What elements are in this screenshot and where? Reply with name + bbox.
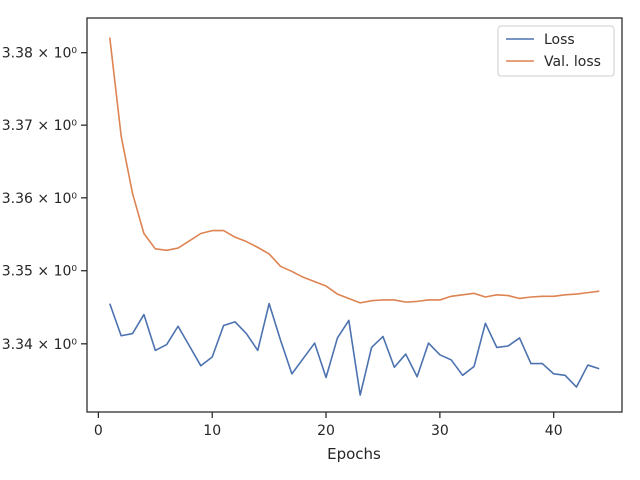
y-tick-label: 3.35 × 10⁰ xyxy=(2,264,78,280)
series-line-val-loss xyxy=(108,37,600,304)
series-layer xyxy=(108,37,600,396)
x-axis-title: Epochs xyxy=(327,445,381,463)
x-tick-label: 20 xyxy=(317,423,335,439)
x-tick-label: 10 xyxy=(203,423,221,439)
x-tick-label: 30 xyxy=(431,423,449,439)
legend-label: Loss xyxy=(544,32,575,48)
y-tick-label: 3.34 × 10⁰ xyxy=(2,337,78,353)
series-line-loss xyxy=(109,302,600,396)
y-tick-label: 3.38 × 10⁰ xyxy=(2,46,78,62)
y-tick-label: 3.37 × 10⁰ xyxy=(2,118,78,134)
y-axis: 3.34 × 10⁰ 3.35 × 10⁰ 3.36 × 10⁰ 3.37 × 10⁰… xyxy=(2,46,87,353)
x-axis: 0 10 20 30 40 xyxy=(94,412,563,439)
legend: Loss Val. loss xyxy=(497,25,615,77)
y-tick-label: 3.36 × 10⁰ xyxy=(2,191,78,207)
legend-label: Val. loss xyxy=(544,54,601,70)
plot-border xyxy=(86,17,623,413)
x-tick-label: 40 xyxy=(545,423,563,439)
plot-area xyxy=(86,17,623,413)
x-tick-label: 0 xyxy=(94,423,103,439)
